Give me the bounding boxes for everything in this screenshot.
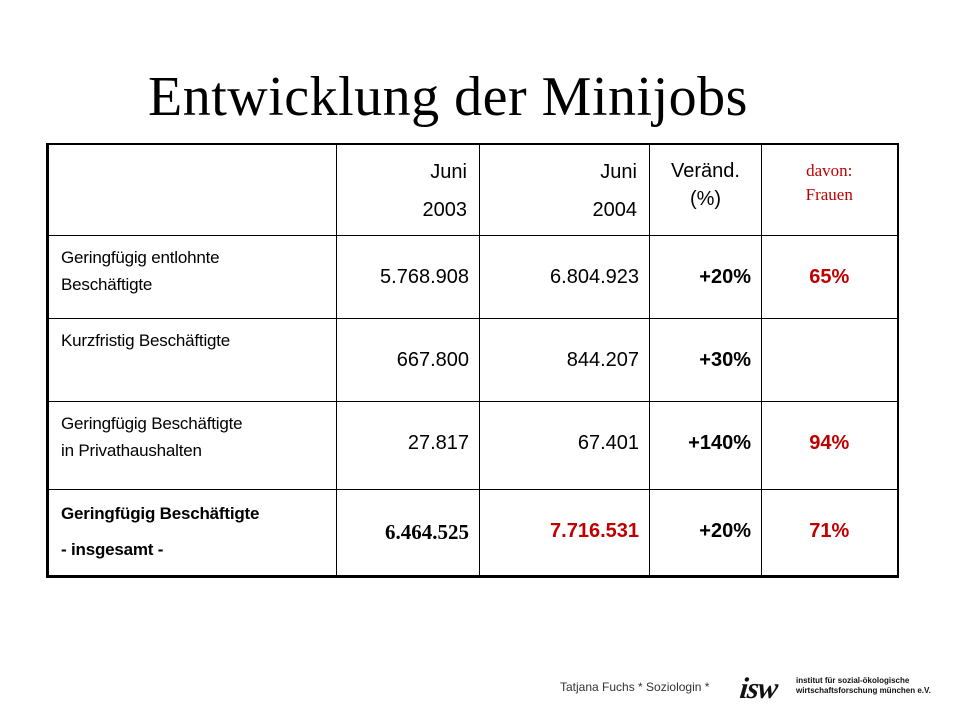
row-label-cell: Geringfügig entlohnte Beschäftigte: [46, 234, 337, 319]
change-cell: +30%: [649, 317, 762, 402]
value-2004: 67.401: [577, 431, 639, 454]
isw-logo: isw institut für sozial-ökologische wirts…: [738, 672, 931, 705]
header-label: Juni: [430, 161, 467, 183]
value-2004: 7.716.531: [550, 519, 639, 542]
value-2003-cell: 5.768.908: [336, 234, 480, 319]
row-label: Kurzfristig Beschäftigte: [61, 330, 231, 350]
value-2004: 844.207: [566, 348, 639, 371]
row-label-cell: Kurzfristig Beschäftigte: [46, 317, 337, 402]
women-cell: 65%: [761, 234, 899, 319]
header-label: Juni: [600, 161, 637, 183]
header-unit: (%): [689, 188, 722, 210]
change-cell: +20%: [649, 234, 762, 319]
header-label: davon:: [806, 161, 853, 180]
header-juni-2003: Juni 2003: [336, 143, 480, 236]
footer-author: Tatjana Fuchs * Soziologin *: [560, 680, 710, 694]
change-value: +30%: [699, 348, 751, 371]
table-row-total: Geringfügig Beschäftigte - insgesamt - 6.…: [46, 488, 899, 578]
row-label-cell: Geringfügig Beschäftigte - insgesamt -: [46, 488, 337, 578]
table-row: Kurzfristig Beschäftigte 667.800 844.207…: [46, 317, 899, 402]
change-value: +140%: [688, 431, 751, 454]
header-year: 2004: [592, 199, 638, 221]
logo-text-line: wirtschaftsforschung münchen e.V.: [796, 686, 931, 695]
row-label: Geringfügig entlohnte: [61, 247, 220, 267]
row-label: in Privathaushalten: [61, 440, 202, 460]
logo-text: institut für sozial-ökologische wirtschaf…: [796, 676, 931, 696]
value-2004: 6.804.923: [550, 265, 639, 288]
value-2004-cell: 7.716.531: [479, 488, 650, 578]
value-2004-cell: 6.804.923: [479, 234, 650, 319]
header-year: 2003: [422, 199, 468, 221]
table-row: Geringfügig entlohnte Beschäftigte 5.768.…: [46, 234, 899, 319]
header-davon-frauen: davon: Frauen: [761, 143, 899, 236]
women-cell: [761, 317, 899, 402]
value-2003-cell: 6.464.525: [336, 488, 480, 578]
header-veraenderung: Veränd. (%): [649, 143, 762, 236]
header-label: Veränd.: [671, 160, 740, 182]
change-cell: +140%: [649, 400, 762, 490]
table-header-row: Juni 2003 Juni 2004 Veränd. (%) davon: Fraue…: [46, 143, 899, 236]
row-label: Beschäftigte: [61, 274, 153, 294]
header-label: Frauen: [805, 185, 853, 204]
women-cell: 94%: [761, 400, 899, 490]
women-share: 65%: [809, 265, 850, 288]
value-2003: 27.817: [407, 431, 469, 454]
row-label: Geringfügig Beschäftigte: [61, 413, 243, 433]
value-2004-cell: 844.207: [479, 317, 650, 402]
value-2003-cell: 27.817: [336, 400, 480, 490]
row-label: Geringfügig Beschäftigte: [61, 503, 260, 523]
change-value: +20%: [699, 519, 751, 542]
table-row: Geringfügig Beschäftigte in Privathaushal…: [46, 400, 899, 490]
value-2004-cell: 67.401: [479, 400, 650, 490]
women-share: 71%: [809, 519, 850, 542]
women-cell: 71%: [761, 488, 899, 578]
logo-mark: isw: [738, 672, 779, 705]
value-2003: 667.800: [396, 348, 469, 371]
row-label-cell: Geringfügig Beschäftigte in Privathaushal…: [46, 400, 337, 490]
women-share: 94%: [809, 431, 850, 454]
row-label: - insgesamt -: [61, 539, 164, 559]
page-title: Entwicklung der Minijobs: [148, 66, 748, 128]
value-2003: 5.768.908: [380, 265, 469, 288]
change-value: +20%: [699, 265, 751, 288]
value-2003: 6.464.525: [385, 519, 469, 544]
value-2003-cell: 667.800: [336, 317, 480, 402]
header-juni-2004: Juni 2004: [479, 143, 650, 236]
minijobs-table: Juni 2003 Juni 2004 Veränd. (%) davon: Fraue…: [46, 143, 899, 578]
change-cell: +20%: [649, 488, 762, 578]
logo-text-line: institut für sozial-ökologische: [796, 676, 910, 685]
header-empty-cell: [46, 143, 337, 236]
